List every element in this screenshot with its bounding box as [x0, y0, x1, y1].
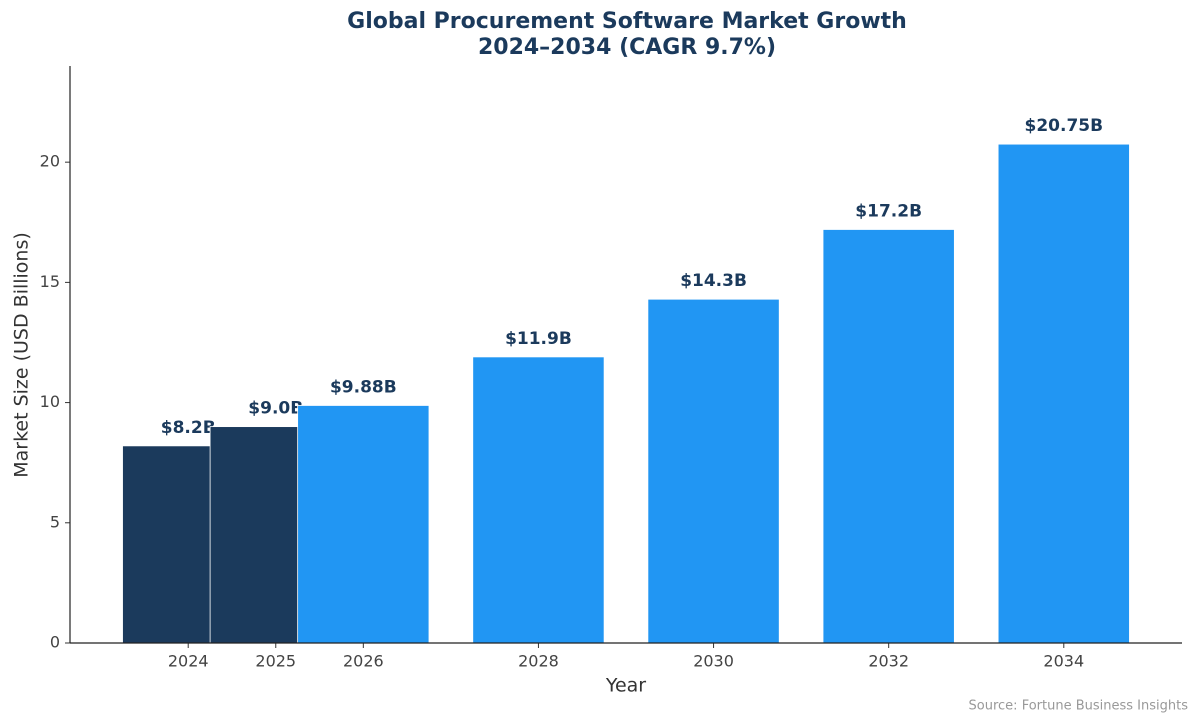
bar	[647, 298, 780, 644]
x-tick-label: 2026	[343, 652, 384, 671]
chart-title: 2024–2034 (CAGR 9.7%)	[478, 35, 776, 60]
y-tick-label: 20	[40, 152, 60, 171]
y-tick-label: 10	[40, 392, 60, 411]
source-note: Source: Fortune Business Insights	[969, 699, 1189, 714]
value-label: $9.0B	[248, 399, 303, 419]
value-label: $17.2B	[855, 201, 922, 221]
bar	[297, 405, 430, 644]
value-label: $9.88B	[330, 377, 397, 397]
y-tick-label: 5	[50, 512, 60, 531]
x-tick-label: 2030	[693, 652, 734, 671]
x-tick-label: 2024	[168, 652, 209, 671]
x-tick-label: 2034	[1043, 652, 1084, 671]
bar	[822, 229, 955, 644]
x-axis-label: Year	[605, 675, 646, 697]
y-tick-label: 15	[40, 272, 60, 291]
y-axis-label: Market Size (USD Billions)	[11, 232, 33, 478]
x-tick-label: 2032	[868, 652, 909, 671]
bar	[997, 143, 1130, 644]
y-tick-label: 0	[50, 633, 60, 652]
value-label: $8.2B	[161, 418, 216, 438]
value-label: $20.75B	[1025, 116, 1104, 136]
x-tick-label: 2025	[255, 652, 296, 671]
x-tick-label: 2028	[518, 652, 559, 671]
bar	[472, 356, 605, 644]
value-label: $14.3B	[680, 271, 747, 291]
chart-title: Global Procurement Software Market Growt…	[347, 9, 907, 34]
value-label: $11.9B	[505, 329, 572, 349]
